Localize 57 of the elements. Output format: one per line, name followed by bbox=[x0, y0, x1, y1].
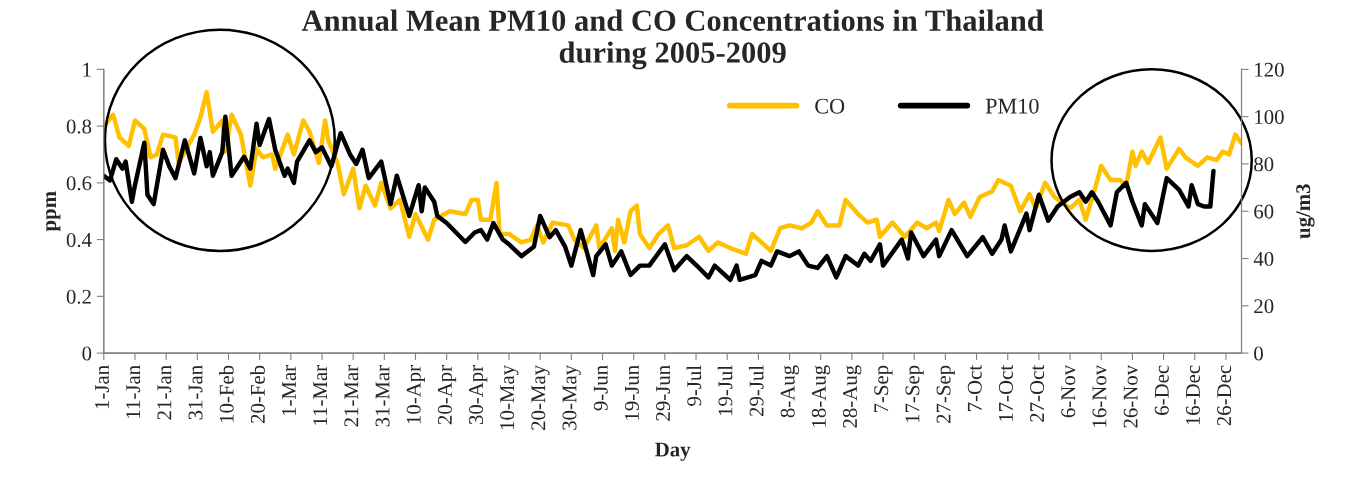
x-tick-label: 21-Jan bbox=[157, 365, 172, 420]
x-tick-label: 7-Sep bbox=[874, 365, 893, 413]
x-tick-label: 31-Mar bbox=[375, 365, 390, 427]
x-tick-label: 27-Sep bbox=[936, 365, 955, 423]
x-tick-label: 6-Nov bbox=[1061, 364, 1076, 418]
x-axis-title: Day bbox=[655, 442, 691, 461]
x-tick-label: 29-Jun bbox=[656, 365, 671, 421]
x-tick-label: 16-Dec bbox=[1185, 365, 1200, 425]
x-tick-label: 31-Jan bbox=[188, 365, 203, 420]
x-tick-label: 21-Mar bbox=[344, 365, 359, 427]
chart-title: Annual Mean PM10 and CO Concentrations in Thailand during 2005-2009 bbox=[301, 9, 1044, 70]
y2-axis-title: ug/m3 bbox=[1296, 184, 1315, 239]
y2-tick-label: 100 bbox=[1255, 110, 1284, 125]
x-tick-label: 17-Oct bbox=[998, 365, 1013, 421]
x-tick-label: 1-Jan bbox=[95, 365, 110, 409]
x-tick-label: 9-Jul bbox=[686, 365, 702, 406]
x-tick-label: 19-Jun bbox=[624, 365, 639, 420]
x-tick-label: 20-Apr bbox=[437, 365, 457, 425]
x-tick-label: 30-May bbox=[562, 364, 581, 430]
y-tick-label: 1 bbox=[83, 62, 91, 77]
x-tick-label: 29-Jul bbox=[748, 365, 764, 417]
x-tick-label: 30-Apr bbox=[468, 365, 488, 425]
y2-tick-label: 80 bbox=[1254, 157, 1274, 172]
line-series bbox=[103, 89, 1242, 256]
x-tick-label: 10-Feb bbox=[219, 365, 234, 423]
y2-tick-label: 0 bbox=[1254, 346, 1263, 361]
y-tick-label: 0.4 bbox=[66, 232, 92, 248]
x-tick-label: 10-May bbox=[500, 364, 519, 430]
x-tick-label: 16-Nov bbox=[1092, 364, 1107, 427]
x-tick-label: 7-Oct bbox=[967, 365, 982, 411]
y-tick-label: 0.6 bbox=[66, 176, 92, 191]
y2-tick-label: 20 bbox=[1254, 299, 1274, 314]
x-tick-label: 1-Mar bbox=[282, 365, 297, 416]
x-tick-label: 10-Apr bbox=[406, 365, 425, 424]
y-tick-label: 0 bbox=[82, 346, 92, 361]
x-tick-label: 27-Oct bbox=[1030, 365, 1045, 422]
x-tick-label: 18-Aug bbox=[811, 365, 831, 427]
y-tick-label: 0.2 bbox=[66, 289, 91, 304]
x-tick-label: 9-Jun bbox=[593, 365, 608, 411]
x-tick-label: 19-Jul bbox=[717, 365, 733, 416]
legend-label: CO bbox=[815, 98, 845, 114]
x-tick-label: 17-Sep bbox=[905, 365, 924, 423]
x-tick-label: 8-Aug bbox=[780, 365, 799, 418]
x-tick-label: 26-Dec bbox=[1217, 365, 1232, 426]
x-tick-label: 28-Aug bbox=[842, 365, 862, 428]
y-tick-label: 0.8 bbox=[66, 119, 92, 134]
y2-tick-label: 60 bbox=[1254, 204, 1274, 219]
x-tick-label: 20-Feb bbox=[250, 365, 265, 423]
x-tick-label: 26-Nov bbox=[1123, 364, 1138, 428]
x-tick-label: 20-May bbox=[531, 364, 550, 430]
legend-label: PM10 bbox=[985, 98, 1039, 114]
y2-tick-label: 40 bbox=[1253, 251, 1274, 266]
y-axis-title: ppm bbox=[46, 191, 61, 232]
x-tick-label: 11-Jan bbox=[126, 365, 141, 418]
y2-tick-label: 120 bbox=[1255, 62, 1284, 77]
x-tick-label: 6-Dec bbox=[1154, 365, 1169, 415]
x-tick-label: 11-Mar bbox=[313, 365, 328, 425]
